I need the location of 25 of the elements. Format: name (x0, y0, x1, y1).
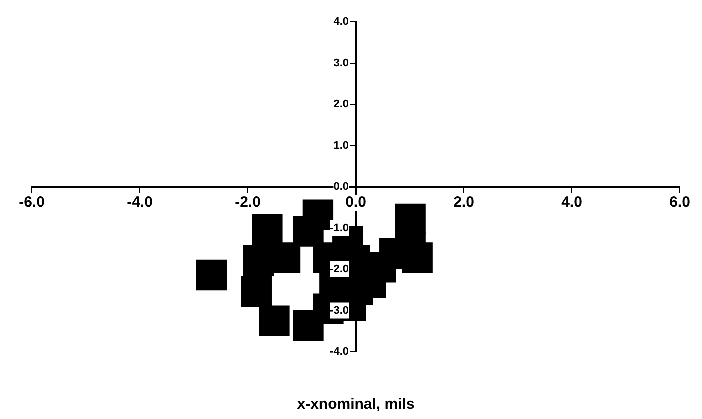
point (270, 242, 301, 274)
y-tick-label: -1.0 (330, 222, 350, 234)
y-tick-label: -4.0 (330, 346, 350, 358)
y-tick-label: -2.0 (330, 264, 350, 276)
x-tick-label: -6.0 (19, 194, 45, 212)
point (293, 216, 324, 247)
point (196, 260, 228, 291)
y-tick-label: -3.0 (330, 304, 350, 317)
point (402, 242, 433, 274)
x-axis-title: x-xnominal, mils (297, 396, 415, 414)
point (241, 276, 272, 308)
x-tick-label: 2.0 (454, 194, 474, 212)
y-tick-label: 2.0 (334, 98, 350, 111)
point (252, 214, 283, 246)
x-tick-label: 4.0 (562, 194, 582, 212)
x-tick-label: 6.0 (670, 194, 690, 212)
x-tick-label: -4.0 (127, 194, 153, 212)
y-tick-label: 3.0 (334, 57, 350, 70)
point (395, 204, 426, 235)
y-tick-label: 4.0 (334, 16, 350, 28)
point (259, 306, 290, 336)
y-tick-label: 0.0 (334, 181, 350, 194)
x-tick-label: -2.0 (235, 194, 261, 212)
y-tick-label: 1.0 (334, 140, 350, 152)
x-tick-label: 0.0 (346, 194, 366, 212)
